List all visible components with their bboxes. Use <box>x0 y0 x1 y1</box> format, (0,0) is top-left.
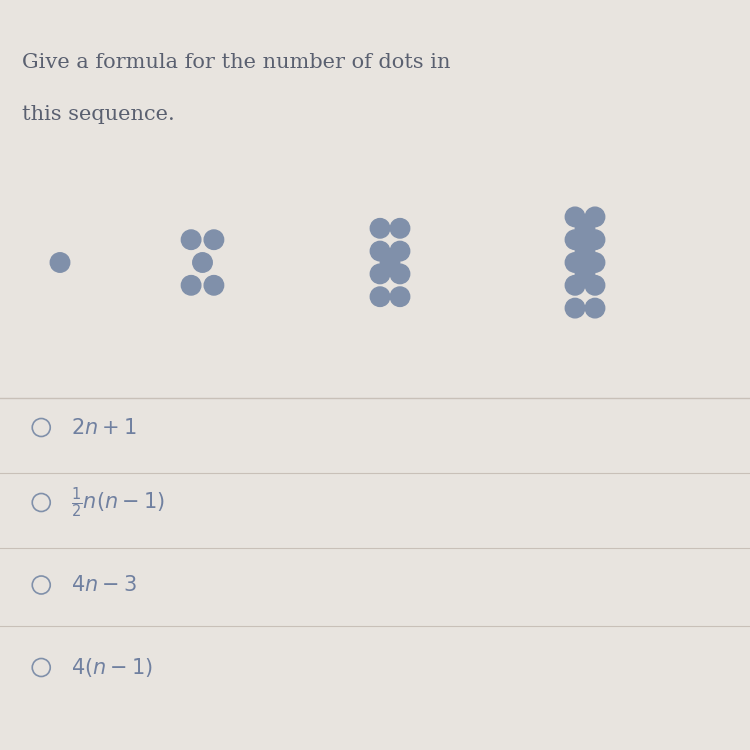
Circle shape <box>585 298 604 318</box>
Circle shape <box>585 253 604 272</box>
Circle shape <box>182 275 201 295</box>
Circle shape <box>566 253 585 272</box>
Circle shape <box>585 275 604 295</box>
Circle shape <box>575 264 595 284</box>
Circle shape <box>370 287 390 307</box>
Circle shape <box>390 218 410 238</box>
Circle shape <box>585 207 604 226</box>
Circle shape <box>204 230 224 250</box>
Circle shape <box>370 264 390 284</box>
Circle shape <box>370 218 390 238</box>
Circle shape <box>566 207 585 226</box>
Circle shape <box>50 253 70 272</box>
Circle shape <box>390 242 410 261</box>
Circle shape <box>380 253 400 272</box>
Circle shape <box>182 230 201 250</box>
Text: $4(n - 1)$: $4(n - 1)$ <box>71 656 153 679</box>
Text: Give a formula for the number of dots in: Give a formula for the number of dots in <box>22 53 451 71</box>
Text: $2n + 1$: $2n + 1$ <box>71 418 136 437</box>
Circle shape <box>390 287 410 307</box>
Text: this sequence.: this sequence. <box>22 105 176 124</box>
Circle shape <box>585 230 604 250</box>
Circle shape <box>566 298 585 318</box>
Circle shape <box>566 230 585 250</box>
Circle shape <box>204 275 224 295</box>
Text: $4n - 3$: $4n - 3$ <box>71 575 137 595</box>
Circle shape <box>566 275 585 295</box>
Circle shape <box>390 264 410 284</box>
Circle shape <box>193 253 212 272</box>
Text: $\frac{1}{2}n(n - 1)$: $\frac{1}{2}n(n - 1)$ <box>71 485 165 520</box>
Circle shape <box>575 242 595 261</box>
Circle shape <box>370 242 390 261</box>
Circle shape <box>575 218 595 238</box>
